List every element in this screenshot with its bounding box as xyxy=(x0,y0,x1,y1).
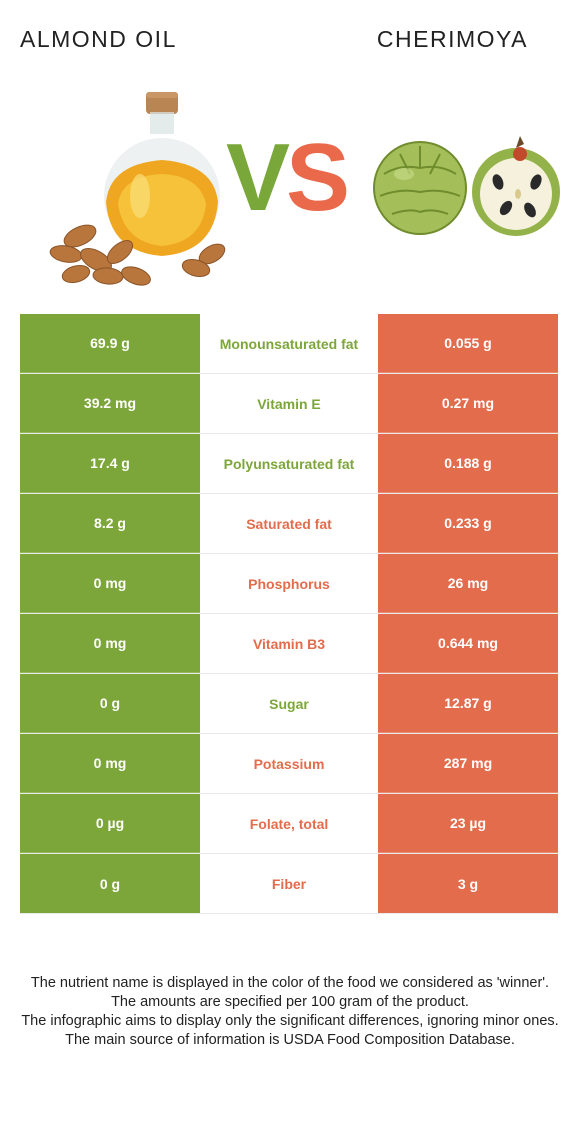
footer-line-aims: The infographic aims to display only the… xyxy=(21,1013,559,1029)
cherimoya-value: 0.233 g xyxy=(378,494,558,553)
table-row: 0 mg Potassium 287 mg xyxy=(20,734,558,794)
footer-line-amounts: The amounts are specified per 100 gram o… xyxy=(111,994,469,1010)
almond-oil-value: 39.2 mg xyxy=(20,374,200,433)
right-food-title: CHERIMOYA xyxy=(376,26,528,52)
vs-letter-s: S xyxy=(286,124,350,231)
table-row: 0 µg Folate, total 23 µg xyxy=(20,794,558,854)
footer-notes: The nutrient name is displayed in the co… xyxy=(16,974,564,1050)
nutrient-name: Vitamin B3 xyxy=(200,614,378,673)
cherimoya-value: 0.188 g xyxy=(378,434,558,493)
almond-oil-bottle-image xyxy=(104,92,220,256)
vs-label: VS xyxy=(226,130,350,226)
almonds-image xyxy=(49,224,226,286)
nutrient-name: Vitamin E xyxy=(200,374,378,433)
table-row: 0 mg Vitamin B3 0.644 mg xyxy=(20,614,558,674)
cherimoya-value: 0.27 mg xyxy=(378,374,558,433)
nutrient-name: Potassium xyxy=(200,734,378,793)
almond-oil-value: 0 µg xyxy=(20,794,200,853)
cherimoya-value: 12.87 g xyxy=(378,674,558,733)
nutrient-name: Folate, total xyxy=(200,794,378,853)
table-row: 39.2 mg Vitamin E 0.27 mg xyxy=(20,374,558,434)
cherimoya-value: 0.644 mg xyxy=(378,614,558,673)
table-row: 0 g Fiber 3 g xyxy=(20,854,558,914)
left-food-title: ALMOND OIL xyxy=(20,26,177,52)
table-row: 17.4 g Polyunsaturated fat 0.188 g xyxy=(20,434,558,494)
nutrient-name: Sugar xyxy=(200,674,378,733)
almond-oil-value: 69.9 g xyxy=(20,314,200,373)
nutrient-name: Phosphorus xyxy=(200,554,378,613)
table-row: 0 g Sugar 12.87 g xyxy=(20,674,558,734)
cherimoya-value: 3 g xyxy=(378,854,558,913)
almond-oil-value: 0 mg xyxy=(20,554,200,613)
table-row: 8.2 g Saturated fat 0.233 g xyxy=(20,494,558,554)
footer-line-source: The main source of information is USDA F… xyxy=(65,1032,515,1048)
almond-oil-value: 0 mg xyxy=(20,734,200,793)
nutrient-name: Saturated fat xyxy=(200,494,378,553)
almond-oil-value: 8.2 g xyxy=(20,494,200,553)
almond-oil-value: 0 g xyxy=(20,674,200,733)
footer-line-winner: The nutrient name is displayed in the co… xyxy=(30,975,550,991)
vs-letter-v: V xyxy=(226,124,290,231)
nutrient-name: Polyunsaturated fat xyxy=(200,434,378,493)
comparison-table: 69.9 g Monounsaturated fat 0.055 g 39.2 mg V… xyxy=(20,314,558,914)
nutrient-name: Monounsaturated fat xyxy=(200,314,378,373)
cherimoya-value: 23 µg xyxy=(378,794,558,853)
cherimoya-whole-image xyxy=(373,141,467,235)
hero-illustration xyxy=(49,92,560,286)
nutrient-name: Fiber xyxy=(200,854,378,913)
almond-oil-value: 17.4 g xyxy=(20,434,200,493)
table-row: 69.9 g Monounsaturated fat 0.055 g xyxy=(20,314,558,374)
almond-oil-value: 0 g xyxy=(20,854,200,913)
cherimoya-value: 0.055 g xyxy=(378,314,558,373)
cherimoya-value: 26 mg xyxy=(378,554,558,613)
almond-oil-value: 0 mg xyxy=(20,614,200,673)
cherimoya-value: 287 mg xyxy=(378,734,558,793)
cherimoya-half-image xyxy=(472,136,560,236)
table-row: 0 mg Phosphorus 26 mg xyxy=(20,554,558,614)
